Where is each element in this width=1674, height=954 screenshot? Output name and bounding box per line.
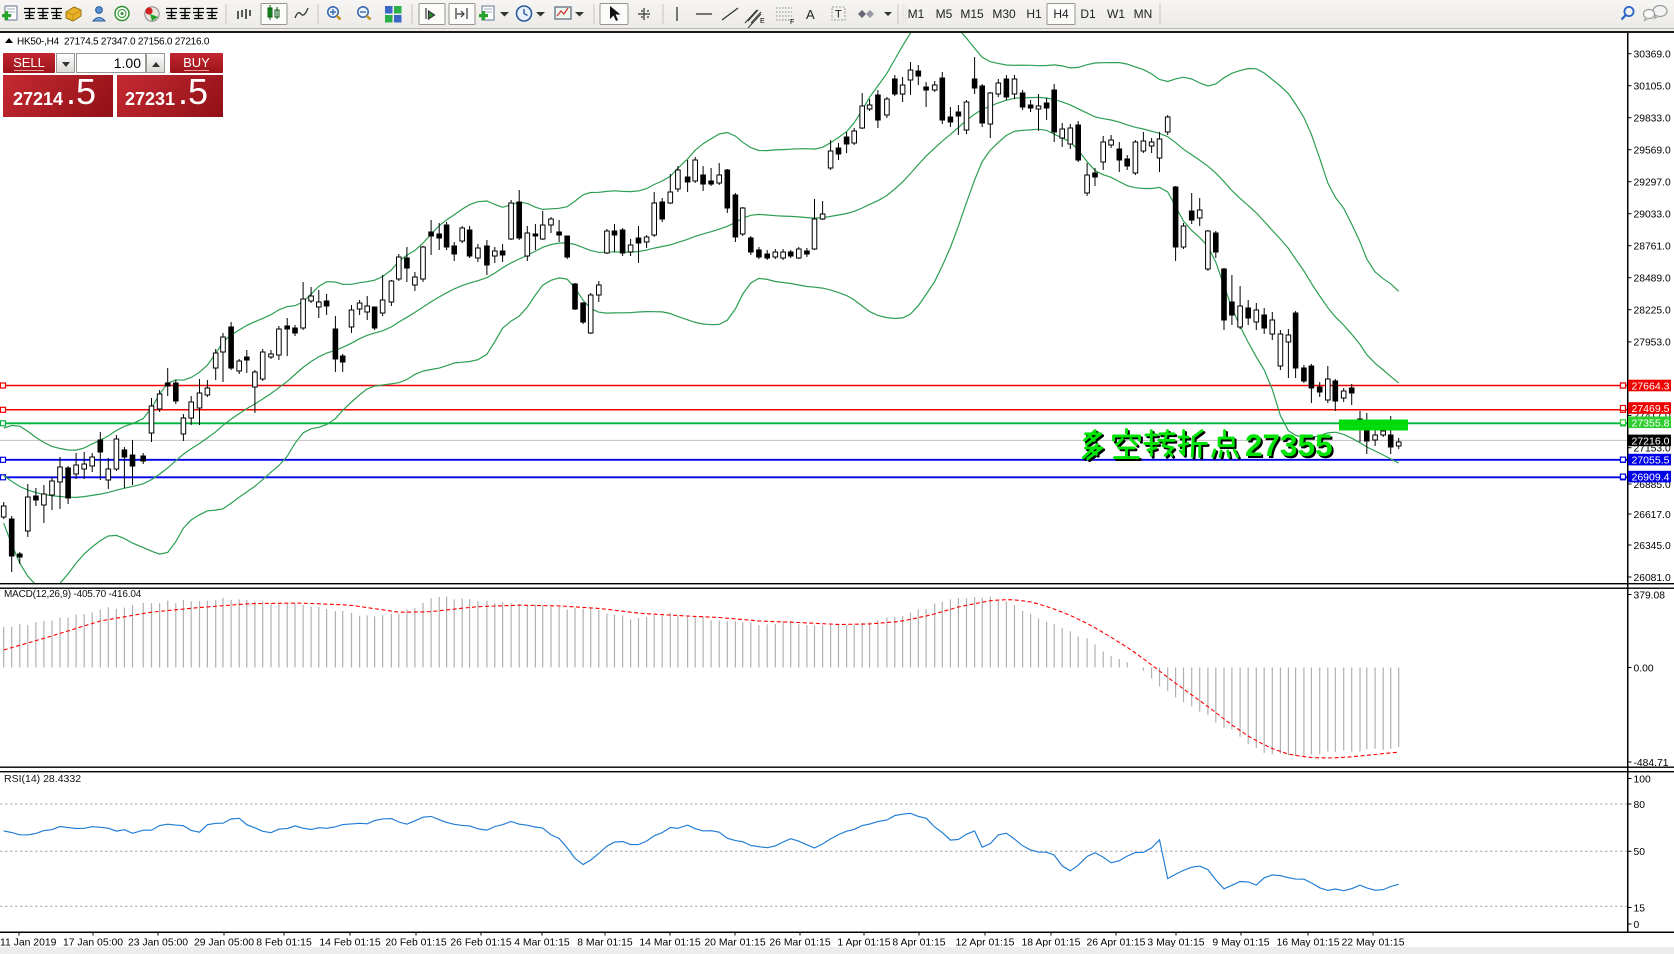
svg-text:M30: M30 <box>992 7 1016 21</box>
svg-text:T: T <box>835 9 842 21</box>
svg-text:26909.4: 26909.4 <box>1632 472 1670 484</box>
svg-text:27355: 27355 <box>1247 429 1335 465</box>
svg-text:27355: 27355 <box>1245 427 1333 463</box>
svg-text:22 May 01:15: 22 May 01:15 <box>1342 938 1405 949</box>
svg-text:29569.0: 29569.0 <box>1634 146 1671 157</box>
svg-text:27055.5: 27055.5 <box>1632 455 1670 467</box>
svg-text:8 Apr 01:15: 8 Apr 01:15 <box>892 938 945 949</box>
svg-text:18 Apr 01:15: 18 Apr 01:15 <box>1022 938 1081 949</box>
svg-text:26 Feb 01:15: 26 Feb 01:15 <box>450 938 511 949</box>
svg-text:27355.8: 27355.8 <box>1632 417 1670 429</box>
svg-text:15: 15 <box>1634 903 1646 914</box>
svg-text:26081.0: 26081.0 <box>1634 573 1671 584</box>
svg-text:RSI(14) 28.4332: RSI(14) 28.4332 <box>4 773 81 785</box>
svg-text:D1: D1 <box>1080 7 1096 21</box>
svg-text:80: 80 <box>1634 800 1646 811</box>
svg-text:HK50-,H4 27174.5 27347.0 2715: HK50-,H4 27174.5 27347.0 27156.0 27216.0 <box>17 37 210 48</box>
svg-text:29 Jan 05:00: 29 Jan 05:00 <box>194 938 254 949</box>
svg-text:M5: M5 <box>936 7 953 21</box>
svg-text:W1: W1 <box>1107 7 1125 21</box>
svg-text:0: 0 <box>1634 920 1640 931</box>
svg-text:28761.0: 28761.0 <box>1634 242 1671 253</box>
svg-text:11 Jan 2019: 11 Jan 2019 <box>0 938 57 949</box>
svg-text:MACD(12,26,9) -405.70 -416.04: MACD(12,26,9) -405.70 -416.04 <box>4 589 142 600</box>
svg-text:16 May 01:15: 16 May 01:15 <box>1277 938 1340 949</box>
svg-text:28489.0: 28489.0 <box>1634 274 1671 285</box>
svg-text:30105.0: 30105.0 <box>1634 82 1671 93</box>
svg-text:14 Mar 01:15: 14 Mar 01:15 <box>639 938 700 949</box>
svg-text:3 May 01:15: 3 May 01:15 <box>1147 938 1204 949</box>
svg-text:50: 50 <box>1634 847 1646 858</box>
svg-text:26 Mar 01:15: 26 Mar 01:15 <box>769 938 830 949</box>
svg-text:M15: M15 <box>960 7 984 21</box>
svg-text:-484.71: -484.71 <box>1634 758 1669 769</box>
svg-text:28225.0: 28225.0 <box>1634 306 1671 317</box>
svg-text:27664.3: 27664.3 <box>1632 381 1670 393</box>
svg-text:27153.0: 27153.0 <box>1634 444 1671 455</box>
svg-text:12 Apr 01:15: 12 Apr 01:15 <box>956 938 1015 949</box>
svg-text:26 Apr 01:15: 26 Apr 01:15 <box>1087 938 1146 949</box>
svg-text:4 Mar 01:15: 4 Mar 01:15 <box>514 938 570 949</box>
svg-text:1 Apr 01:15: 1 Apr 01:15 <box>837 938 890 949</box>
svg-text:30369.0: 30369.0 <box>1634 50 1671 61</box>
svg-text:379.08: 379.08 <box>1634 590 1666 601</box>
svg-text:26345.0: 26345.0 <box>1634 541 1671 552</box>
svg-text:H1: H1 <box>1026 7 1042 21</box>
svg-text:E: E <box>760 18 765 25</box>
svg-text:H4: H4 <box>1053 7 1069 21</box>
svg-text:17 Jan 05:00: 17 Jan 05:00 <box>63 938 123 949</box>
svg-text:8 Mar 01:15: 8 Mar 01:15 <box>577 938 633 949</box>
svg-text:A: A <box>806 7 815 22</box>
svg-text:M1: M1 <box>908 7 925 21</box>
svg-text:23 Jan 05:00: 23 Jan 05:00 <box>128 938 188 949</box>
svg-text:F: F <box>790 19 794 26</box>
svg-text:27469.5: 27469.5 <box>1632 403 1670 415</box>
svg-text:29833.0: 29833.0 <box>1634 114 1671 125</box>
svg-text:27953.0: 27953.0 <box>1634 338 1671 349</box>
svg-text:20 Mar 01:15: 20 Mar 01:15 <box>704 938 765 949</box>
svg-text:14 Feb 01:15: 14 Feb 01:15 <box>319 938 380 949</box>
svg-text:100: 100 <box>1634 774 1651 785</box>
svg-text:29033.0: 29033.0 <box>1634 210 1671 221</box>
svg-text:26885.0: 26885.0 <box>1634 480 1671 491</box>
svg-text:20 Feb 01:15: 20 Feb 01:15 <box>385 938 446 949</box>
svg-text:27216.0: 27216.0 <box>1632 435 1670 447</box>
svg-text:9 May 01:15: 9 May 01:15 <box>1212 938 1269 949</box>
svg-text:8 Feb 01:15: 8 Feb 01:15 <box>256 938 312 949</box>
svg-text:0.00: 0.00 <box>1634 663 1654 674</box>
svg-text:26617.0: 26617.0 <box>1634 510 1671 521</box>
svg-text:29297.0: 29297.0 <box>1634 178 1671 189</box>
svg-text:MN: MN <box>1134 7 1153 21</box>
